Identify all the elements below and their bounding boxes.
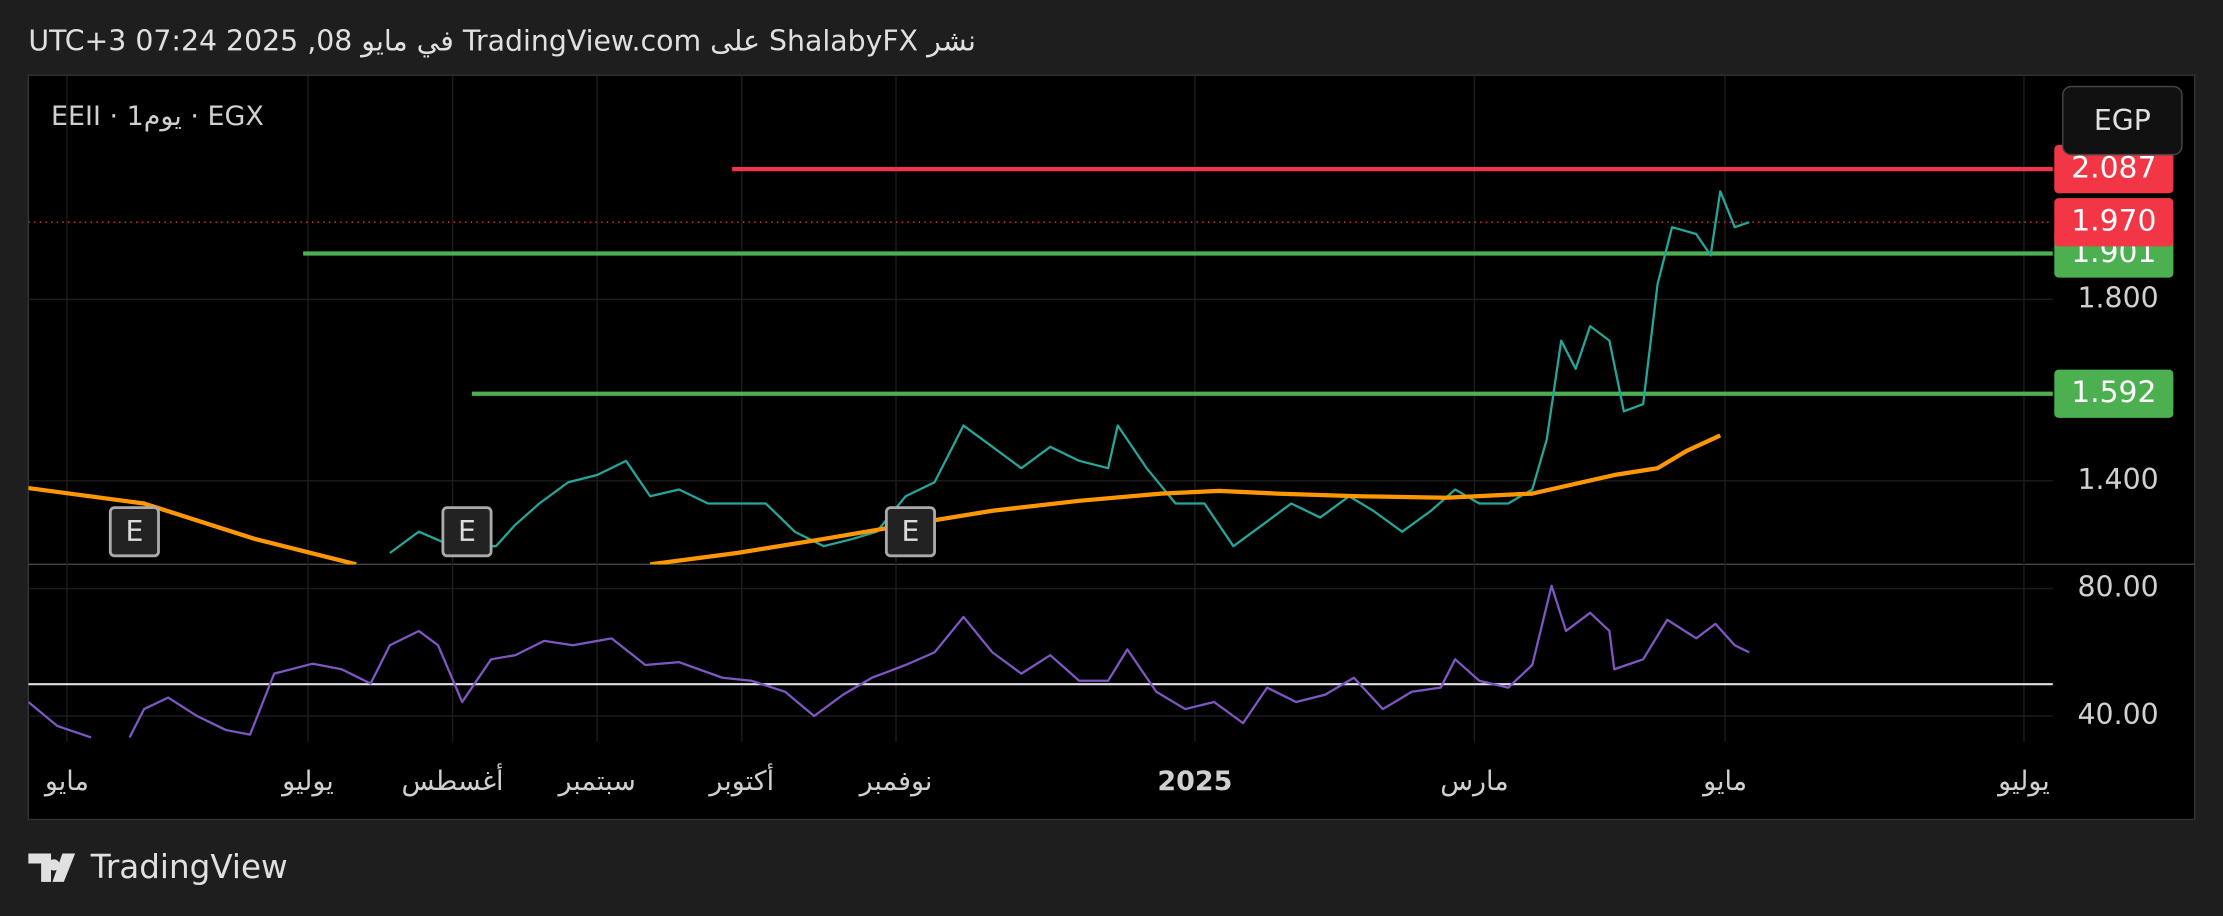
series-line [28,433,1722,565]
x-tick-label: 2025 [1157,766,1232,797]
last-price-box [2054,198,2174,247]
x-tick-label: يوليو [1996,766,2050,797]
event-label: E [902,515,920,548]
header-band [2054,0,2197,74]
chart-panel [27,74,2196,821]
y-tick-label: 1.800 [2078,281,2159,314]
y-tick-label: 1.400 [2078,463,2159,496]
header: نشر ShalabyFX على TradingView.com في ماي… [28,25,976,58]
x-tick-label: نوفمبر [858,766,933,797]
currency[interactable]: EGP [2094,104,2151,137]
axes: 1.4001.8002.0871.9011.5921.97080.0040.00… [43,0,2197,797]
currency-box-bg [2062,85,2183,156]
x-tick-label: مايو [43,766,89,797]
level-label-box [2054,369,2174,418]
footer-brand: TradingView [90,848,288,886]
series-line [389,190,1750,554]
x-tick-label: مايو [1701,766,1747,797]
y-tick-label: 80.00 [2078,571,2159,604]
level-label-box [2054,145,2174,194]
series-line [28,584,1750,739]
event-marker [441,506,493,558]
event-marker [108,506,160,558]
level-label: 2.087 [2071,151,2156,186]
event-marker [884,506,936,558]
y-tick-label: 40.00 [2078,698,2159,731]
footer-logo [28,853,76,882]
last-price-label: 1.970 [2071,204,2156,239]
x-tick-label: يوليو [280,766,334,797]
rsi-pane [28,564,2053,742]
x-tick-label: أكتوبر [707,762,774,797]
event-label: E [125,515,143,548]
event-label: E [458,515,476,548]
x-tick-label: مارس [1440,766,1509,797]
level-label: 1.592 [2071,375,2156,410]
symbol-legend: EEII · 1يوم · EGX [51,101,264,132]
x-tick-label: سبتمبر [556,766,635,797]
x-tick-label: أغسطس [402,762,504,797]
